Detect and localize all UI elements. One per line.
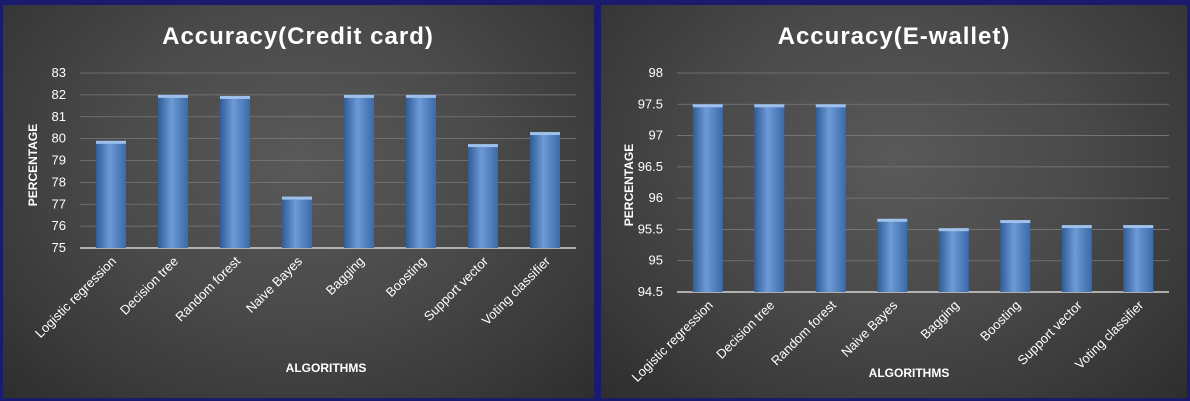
x-tick-label: Bagging	[918, 298, 962, 342]
y-tick-label: 79	[52, 153, 66, 168]
bar	[1123, 225, 1154, 292]
plot-area: 94.5 95 95.5 96 96.5 97 97.5 98 Logistic regress…	[629, 65, 1169, 385]
x-tick-label: Naive Bayes	[243, 253, 306, 316]
x-tick-label: Logistic regression	[32, 254, 119, 341]
bar-top	[1061, 225, 1092, 229]
bar-top	[1123, 225, 1154, 229]
bar	[406, 94, 436, 248]
bar	[220, 95, 250, 248]
bar-top	[938, 228, 969, 232]
y-tick-label: 97.5	[638, 96, 663, 111]
bar-top	[158, 94, 188, 98]
y-tick-label: 98	[649, 65, 663, 80]
bar	[468, 144, 498, 248]
bar	[1061, 225, 1092, 292]
y-tick-label: 80	[52, 131, 66, 146]
y-tick-label: 97	[649, 128, 663, 143]
y-tick-label: 82	[52, 87, 66, 102]
x-tick-label: Random forest	[172, 253, 243, 324]
bar-top	[220, 95, 250, 99]
x-tick-label: Boosting	[383, 254, 429, 300]
y-tick-label: 83	[52, 65, 66, 80]
bar	[815, 104, 846, 293]
plot-area: 75 76 77 78 79 80 81 82 83 Logistic regressionDec…	[32, 65, 576, 341]
x-tick-label: Logistic regression	[629, 298, 716, 385]
bar-top	[815, 104, 846, 108]
y-tick-label: 96	[649, 190, 663, 205]
x-tick-label: Support vector	[421, 253, 492, 324]
chart-panel-credit-card: Accuracy(Credit card) PERCENTAGE ALGORIT…	[3, 5, 594, 398]
bar	[158, 94, 188, 248]
y-tick-label: 77	[52, 196, 66, 211]
y-tick-label: 76	[52, 218, 66, 233]
y-tick-label: 94.5	[638, 284, 663, 299]
x-tick-label: Decision tree	[117, 254, 181, 318]
bar-top	[754, 104, 785, 108]
chart-title: Accuracy(E-wallet)	[778, 23, 1011, 50]
y-axis-title: PERCENTAGE	[26, 124, 40, 206]
y-tick-label: 78	[52, 174, 66, 189]
x-axis-title: ALGORITHMS	[869, 366, 950, 380]
bar	[96, 140, 126, 248]
bar-top	[344, 94, 374, 98]
x-tick-label: Naive Bayes	[838, 297, 901, 360]
y-tick-label: 75	[52, 240, 66, 255]
bar	[877, 218, 908, 292]
chart-svg-credit-card: Accuracy(Credit card) PERCENTAGE ALGORIT…	[26, 23, 576, 375]
bar-top	[96, 140, 126, 144]
bar-top	[877, 218, 908, 222]
bar	[530, 132, 560, 248]
y-tick-label: 81	[52, 109, 66, 124]
bar-top	[468, 144, 498, 148]
x-tick-label: Decision tree	[713, 298, 777, 362]
x-axis-title: ALGORITHMS	[286, 361, 367, 375]
chart-panel-e-wallet: Accuracy(E-wallet) PERCENTAGE ALGORITHMS…	[601, 5, 1187, 398]
y-axis-title: PERCENTAGE	[622, 144, 636, 226]
bar	[1000, 220, 1031, 292]
y-tick-label: 95	[649, 253, 663, 268]
bar-top	[692, 104, 723, 108]
y-tick-label: 95.5	[638, 221, 663, 236]
bar	[344, 94, 374, 248]
chart-title: Accuracy(Credit card)	[162, 23, 434, 50]
bar	[282, 196, 312, 248]
bar	[692, 104, 723, 293]
y-tick-label: 96.5	[638, 159, 663, 174]
bar-top	[282, 196, 312, 200]
chart-svg-e-wallet: Accuracy(E-wallet) PERCENTAGE ALGORITHMS…	[622, 23, 1169, 385]
x-tick-label: Boosting	[977, 298, 1023, 344]
bar-top	[530, 132, 560, 136]
bar-top	[1000, 220, 1031, 224]
bar	[754, 104, 785, 293]
x-tick-label: Random forest	[768, 297, 839, 368]
bar-top	[406, 94, 436, 98]
x-tick-label: Bagging	[323, 254, 367, 298]
bar	[938, 228, 969, 292]
